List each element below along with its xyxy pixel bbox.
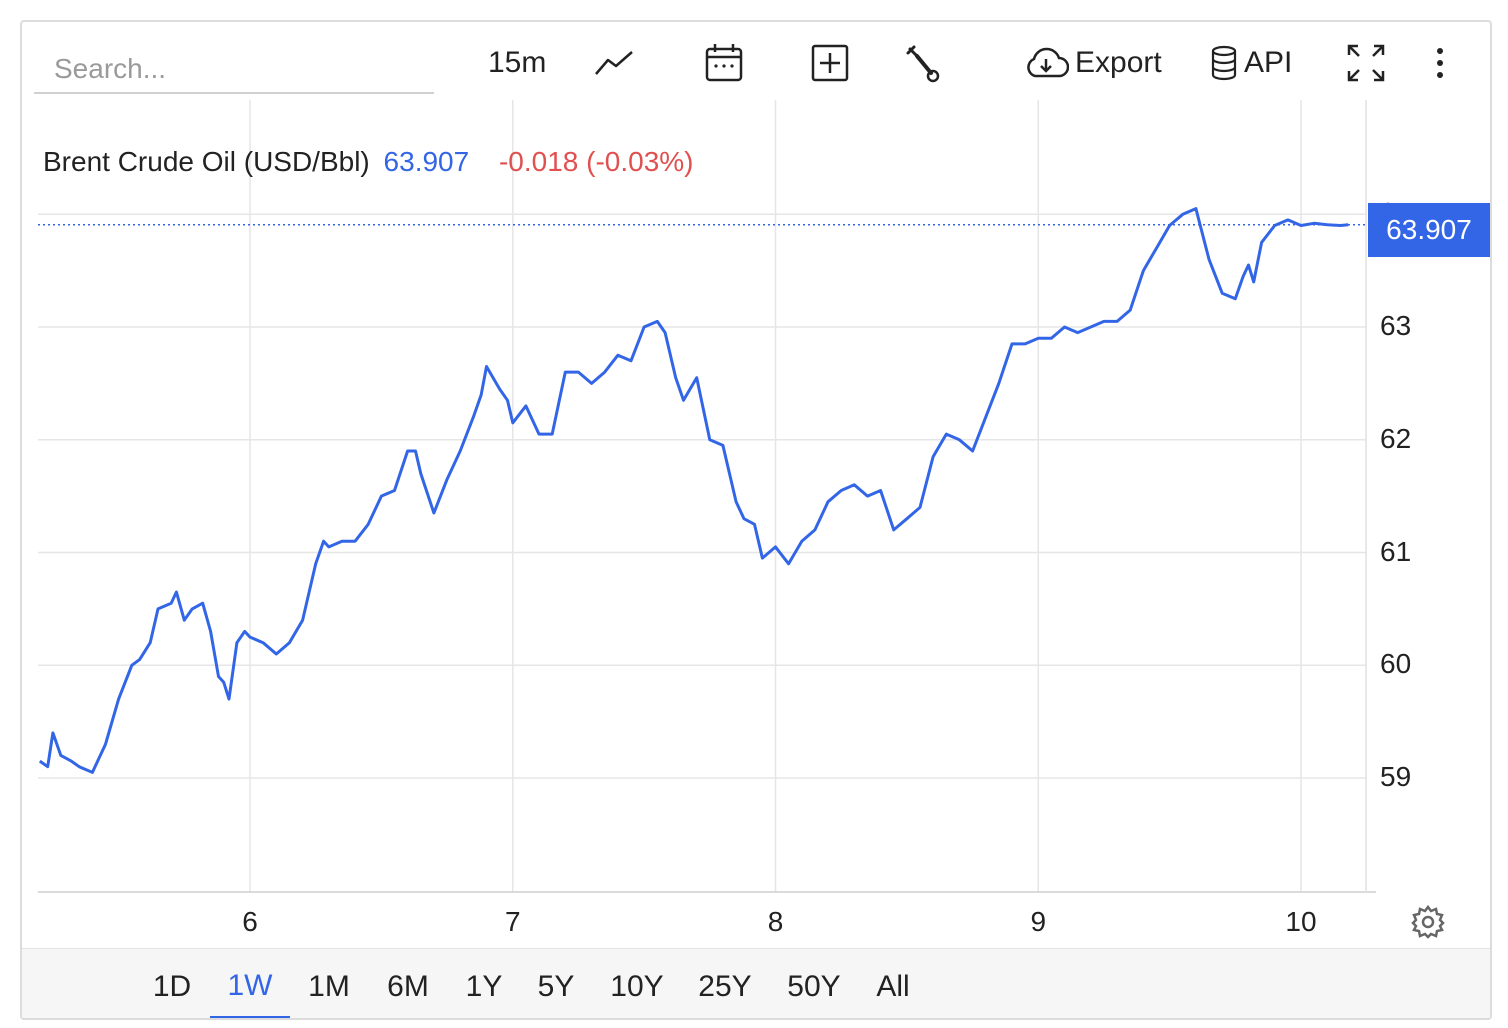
- chart-widget-frame: [20, 20, 1492, 1020]
- x-tick-label: 7: [504, 906, 521, 937]
- more-vertical-icon: [1437, 48, 1443, 78]
- instrument-name: Brent Crude Oil (USD/Bbl): [43, 146, 370, 177]
- range-button-all[interactable]: All: [876, 970, 910, 1003]
- database-icon: [1211, 45, 1237, 81]
- interval-selector[interactable]: 15m: [488, 40, 546, 86]
- export-label: Export: [1075, 46, 1162, 79]
- price-line: [38, 207, 1349, 774]
- x-tick-label: 10: [1285, 906, 1317, 937]
- chart-settings-button[interactable]: [1410, 904, 1446, 945]
- x-tick-label: 8: [767, 906, 784, 937]
- tools-button[interactable]: [904, 40, 940, 86]
- range-button-1d[interactable]: 1D: [152, 970, 192, 1003]
- y-tick-label: 63: [1380, 310, 1412, 341]
- range-button-1w[interactable]: 1W: [210, 956, 290, 1018]
- wrench-icon: [906, 45, 940, 83]
- range-button-5y[interactable]: 5Y: [537, 970, 575, 1003]
- search-box[interactable]: [34, 46, 434, 94]
- y-tick-label: 60: [1380, 648, 1412, 680]
- range-selector: [22, 948, 1490, 1018]
- instrument-header: Brent Crude Oil (USD/Bbl) 63.907 -0.018 …: [43, 146, 694, 178]
- export-button[interactable]: Export: [1023, 40, 1162, 86]
- fullscreen-icon: [1347, 44, 1385, 82]
- line-chart-icon: [595, 51, 633, 75]
- y-tick-label: 61: [1380, 535, 1412, 567]
- chart-type-button[interactable]: [594, 40, 634, 86]
- fullscreen-button[interactable]: [1346, 40, 1386, 86]
- last-price-tag: 63.907: [1368, 203, 1490, 257]
- calendar-icon: [705, 44, 743, 82]
- x-tick-label: 9: [1030, 906, 1047, 937]
- range-button-10y[interactable]: 10Y: [610, 970, 664, 1003]
- api-label: API: [1244, 46, 1293, 79]
- range-button-6m[interactable]: 6M: [387, 970, 429, 1003]
- search-input[interactable]: [34, 46, 434, 92]
- instrument-last-price: 63.907: [383, 146, 470, 177]
- range-button-1y[interactable]: 1Y: [465, 970, 503, 1003]
- api-button[interactable]: API: [1210, 40, 1292, 86]
- price-series: [38, 207, 1349, 774]
- cloud-download-icon: [1027, 47, 1069, 78]
- gear-icon: [1411, 904, 1445, 939]
- add-indicator-button[interactable]: [811, 40, 849, 86]
- range-button-25y[interactable]: 25Y: [698, 970, 752, 1003]
- chart-grid: [38, 100, 1376, 893]
- range-button-50y[interactable]: 50Y: [787, 970, 841, 1003]
- interval-label: 15m: [488, 46, 547, 79]
- date-range-button[interactable]: [704, 40, 744, 86]
- add-indicator-icon: [811, 44, 849, 82]
- x-tick-label: 6: [242, 906, 258, 937]
- instrument-change: -0.018 (-0.03%): [498, 146, 694, 177]
- y-tick-label: 59: [1380, 761, 1412, 792]
- range-button-1m[interactable]: 1M: [308, 970, 350, 1003]
- more-options-button[interactable]: [1430, 40, 1450, 86]
- y-tick-label: 62: [1380, 422, 1412, 454]
